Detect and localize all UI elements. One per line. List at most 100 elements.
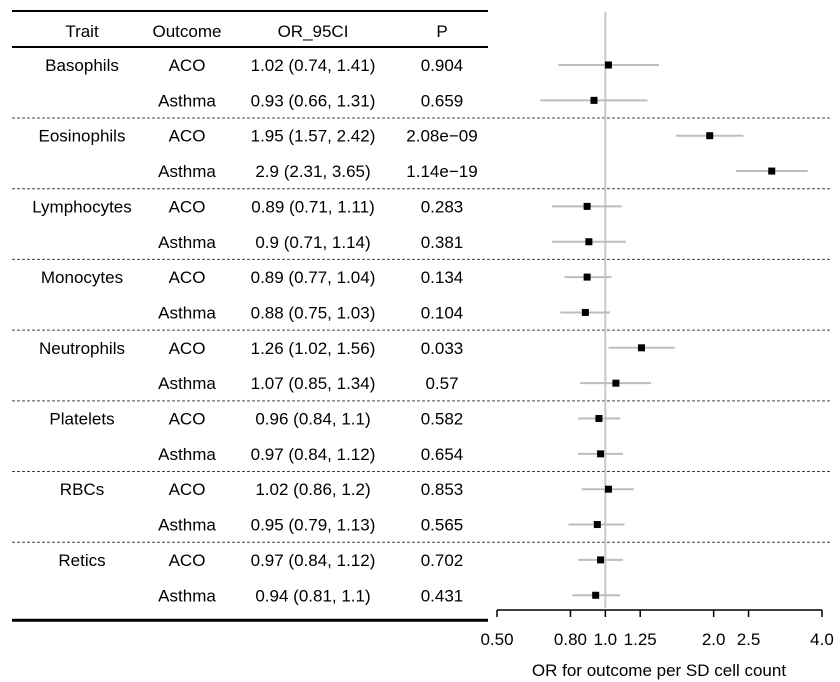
table-row: Neutrophils ACO 1.26 (1.02, 1.56) 0.033: [39, 339, 463, 358]
or-ci-cell: 0.9 (0.71, 1.14): [255, 233, 370, 252]
table-row: Asthma 2.9 (2.31, 3.65) 1.14e−19: [158, 162, 478, 181]
point-estimate: [592, 591, 600, 599]
point-estimate: [583, 202, 591, 210]
p-value-cell: 0.381: [421, 233, 464, 252]
point-estimate: [637, 344, 645, 352]
outcome-cell: ACO: [169, 410, 206, 429]
point-estimate: [593, 521, 601, 529]
p-value-cell: 1.14e−19: [406, 162, 477, 181]
table-row: Asthma 0.88 (0.75, 1.03) 0.104: [158, 303, 463, 322]
table-row: Asthma 0.9 (0.71, 1.14) 0.381: [158, 233, 463, 252]
or-ci-cell: 0.88 (0.75, 1.03): [251, 303, 376, 322]
point-estimate: [583, 273, 591, 281]
trait-cell: Retics: [58, 551, 105, 570]
p-value-cell: 2.08e−09: [406, 127, 477, 146]
table-row: Monocytes ACO 0.89 (0.77, 1.04) 0.134: [41, 268, 463, 287]
x-tick-label: 1.0: [594, 630, 618, 649]
or-ci-cell: 0.96 (0.84, 1.1): [255, 410, 370, 429]
p-value-cell: 0.104: [421, 303, 464, 322]
outcome-cell: Asthma: [158, 91, 216, 110]
table-row: Asthma 0.95 (0.79, 1.13) 0.565: [158, 516, 463, 535]
p-value-cell: 0.565: [421, 516, 464, 535]
header-3: P: [436, 22, 447, 41]
trait-cell: Lymphocytes: [32, 197, 132, 216]
trait-cell: RBCs: [60, 480, 104, 499]
outcome-cell: ACO: [169, 551, 206, 570]
table-row: Eosinophils ACO 1.95 (1.57, 2.42) 2.08e−09: [39, 127, 478, 146]
point-estimate: [604, 61, 612, 69]
x-tick-label: 2.5: [737, 630, 761, 649]
x-axis-label: OR for outcome per SD cell count: [532, 661, 786, 680]
outcome-cell: Asthma: [158, 445, 216, 464]
table-row: RBCs ACO 1.02 (0.86, 1.2) 0.853: [60, 480, 463, 499]
p-value-cell: 0.904: [421, 56, 464, 75]
point-estimate: [595, 415, 603, 422]
trait-cell: Neutrophils: [39, 339, 125, 358]
or-ci-cell: 0.97 (0.84, 1.12): [251, 551, 376, 570]
p-value-cell: 0.134: [421, 268, 464, 287]
or-ci-cell: 2.9 (2.31, 3.65): [255, 162, 370, 181]
outcome-cell: Asthma: [158, 586, 216, 605]
outcome-cell: ACO: [169, 56, 206, 75]
point-estimate: [597, 450, 605, 458]
p-value-cell: 0.283: [421, 197, 464, 216]
trait-cell: Platelets: [49, 410, 114, 429]
or-ci-cell: 0.97 (0.84, 1.12): [251, 445, 376, 464]
trait-cell: Eosinophils: [39, 127, 126, 146]
table-row: Basophils ACO 1.02 (0.74, 1.41) 0.904: [45, 56, 463, 75]
or-ci-cell: 1.07 (0.85, 1.34): [251, 374, 376, 393]
or-ci-cell: 0.89 (0.71, 1.11): [251, 197, 375, 216]
table-row: Asthma 0.97 (0.84, 1.12) 0.654: [158, 445, 463, 464]
point-estimate: [597, 556, 605, 564]
p-value-cell: 0.659: [421, 91, 464, 110]
trait-cell: Basophils: [45, 56, 119, 75]
outcome-cell: ACO: [169, 339, 206, 358]
table-row: Asthma 0.93 (0.66, 1.31) 0.659: [158, 91, 463, 110]
header-0: Trait: [65, 22, 99, 41]
or-ci-cell: 1.95 (1.57, 2.42): [251, 127, 376, 146]
header-1: Outcome: [153, 22, 222, 41]
outcome-cell: ACO: [169, 197, 206, 216]
p-value-cell: 0.702: [421, 551, 464, 570]
outcome-cell: ACO: [169, 127, 206, 146]
or-ci-cell: 0.93 (0.66, 1.31): [251, 91, 376, 110]
or-ci-cell: 1.02 (0.74, 1.41): [251, 56, 376, 75]
table-row: Asthma 0.94 (0.81, 1.1) 0.431: [158, 586, 463, 605]
point-estimate: [581, 308, 589, 316]
table-row: Platelets ACO 0.96 (0.84, 1.1) 0.582: [49, 410, 463, 429]
point-estimate: [612, 379, 620, 387]
x-tick-label: 2.0: [702, 630, 726, 649]
p-value-cell: 0.57: [425, 374, 458, 393]
p-value-cell: 0.654: [421, 445, 464, 464]
or-ci-cell: 0.89 (0.77, 1.04): [251, 268, 376, 287]
x-tick-label: 0.80: [554, 630, 587, 649]
or-ci-cell: 1.26 (1.02, 1.56): [251, 339, 376, 358]
outcome-cell: Asthma: [158, 162, 216, 181]
table-row: Lymphocytes ACO 0.89 (0.71, 1.11) 0.283: [32, 197, 463, 216]
p-value-cell: 0.431: [421, 586, 464, 605]
outcome-cell: Asthma: [158, 233, 216, 252]
results-table: Trait Outcome OR_95CI P Basophils ACO 1.02 (0.…: [12, 10, 832, 622]
table-row: Retics ACO 0.97 (0.84, 1.12) 0.702: [58, 551, 463, 570]
point-estimate: [590, 96, 598, 104]
or-ci-cell: 0.95 (0.79, 1.13): [251, 516, 376, 535]
p-value-cell: 0.853: [421, 480, 464, 499]
forest-plot: 0.50 0.80 1.0 1.25 2.0 2.5 4.0: [480, 12, 834, 649]
x-tick-label: 1.25: [624, 630, 657, 649]
outcome-cell: Asthma: [158, 374, 216, 393]
table-row: Asthma 1.07 (0.85, 1.34) 0.57: [158, 374, 458, 393]
outcome-cell: Asthma: [158, 303, 216, 322]
point-estimate: [604, 485, 612, 493]
x-tick-label: 0.50: [480, 630, 513, 649]
point-estimate: [768, 167, 776, 175]
or-ci-cell: 0.94 (0.81, 1.1): [255, 586, 370, 605]
header-2: OR_95CI: [278, 22, 349, 41]
x-tick-label: 4.0: [810, 630, 834, 649]
point-estimate: [585, 238, 593, 246]
or-ci-cell: 1.02 (0.86, 1.2): [255, 480, 370, 499]
point-estimate: [706, 132, 714, 140]
p-value-cell: 0.582: [421, 410, 464, 429]
outcome-cell: ACO: [169, 480, 206, 499]
p-value-cell: 0.033: [421, 339, 464, 358]
